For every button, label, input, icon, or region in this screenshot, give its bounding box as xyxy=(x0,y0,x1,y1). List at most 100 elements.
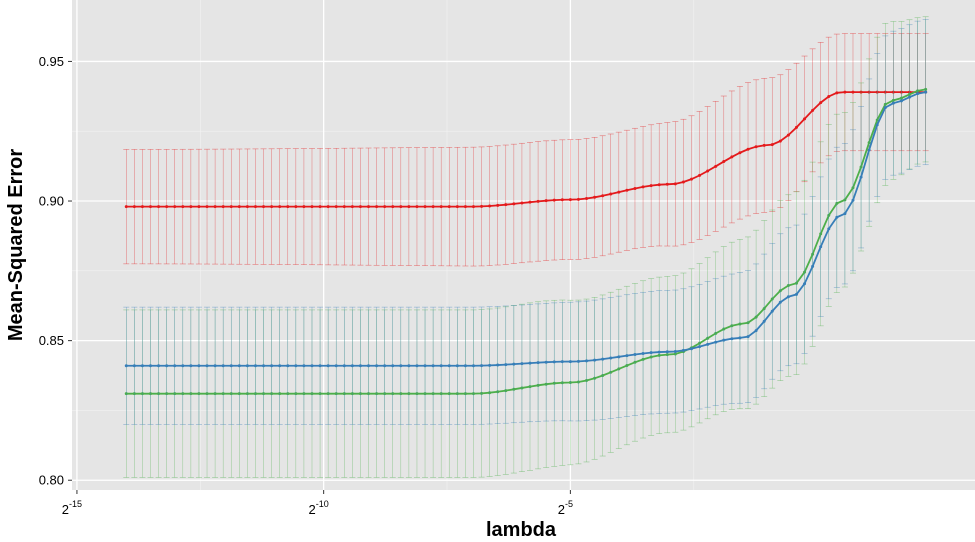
data-point xyxy=(334,205,338,209)
data-point xyxy=(762,143,766,147)
y-tick-label: 0.80 xyxy=(39,473,64,488)
data-point xyxy=(270,205,274,209)
data-point xyxy=(318,205,322,209)
data-point xyxy=(439,205,443,209)
data-point xyxy=(415,364,419,368)
data-point xyxy=(471,205,475,209)
data-point xyxy=(213,205,217,209)
data-point xyxy=(762,319,766,323)
data-point xyxy=(891,101,895,105)
data-point xyxy=(213,364,217,368)
data-point xyxy=(391,205,395,209)
data-point xyxy=(738,336,742,340)
y-tick-label: 0.85 xyxy=(39,333,64,348)
data-point xyxy=(681,348,685,352)
data-point xyxy=(278,364,282,368)
data-point xyxy=(576,359,580,363)
data-point xyxy=(245,364,249,368)
data-point xyxy=(253,364,257,368)
data-point xyxy=(334,364,338,368)
data-point xyxy=(132,205,136,209)
data-point xyxy=(504,363,508,367)
data-point xyxy=(625,188,629,192)
data-point xyxy=(375,205,379,209)
data-point xyxy=(237,205,241,209)
data-point xyxy=(617,190,621,194)
data-point xyxy=(835,215,839,219)
data-point xyxy=(649,351,653,355)
data-point xyxy=(770,309,774,313)
data-point xyxy=(657,350,661,354)
data-point xyxy=(480,204,484,208)
data-point xyxy=(924,90,928,94)
data-point xyxy=(819,101,823,105)
data-point xyxy=(778,139,782,143)
data-point xyxy=(794,125,798,129)
data-point xyxy=(633,187,637,191)
data-point xyxy=(665,182,669,186)
data-point xyxy=(512,202,516,206)
data-point xyxy=(617,355,621,359)
data-point xyxy=(157,364,161,368)
y-tick-label: 0.95 xyxy=(39,54,64,69)
data-point xyxy=(867,148,871,152)
data-point xyxy=(560,198,564,202)
axes-layer: 2-15 2-10 2-5 0.80 0.85 0.90 0.95 xyxy=(39,54,573,517)
data-point xyxy=(205,205,209,209)
data-point xyxy=(221,205,225,209)
x-tick-label: 2-15 xyxy=(62,499,82,517)
series-layer xyxy=(123,16,929,478)
data-point xyxy=(657,183,661,187)
data-point xyxy=(714,340,718,344)
data-point xyxy=(738,151,742,155)
data-point xyxy=(803,117,807,121)
data-point xyxy=(262,364,266,368)
data-point xyxy=(367,364,371,368)
data-point xyxy=(124,364,128,368)
data-point xyxy=(350,364,354,368)
data-point xyxy=(447,364,451,368)
data-point xyxy=(165,364,169,368)
data-point xyxy=(536,361,540,365)
data-point xyxy=(358,364,362,368)
data-point xyxy=(827,94,831,98)
data-point xyxy=(310,364,314,368)
data-point xyxy=(496,363,500,367)
data-point xyxy=(819,245,823,249)
data-point xyxy=(294,364,298,368)
data-point xyxy=(827,227,831,231)
data-point xyxy=(641,185,645,189)
data-point xyxy=(916,92,920,96)
data-point xyxy=(407,364,411,368)
data-point xyxy=(294,205,298,209)
data-point xyxy=(778,300,782,304)
data-point xyxy=(520,362,524,366)
data-point xyxy=(899,99,903,103)
data-point xyxy=(851,198,855,202)
data-point xyxy=(278,205,282,209)
data-point xyxy=(302,205,306,209)
data-point xyxy=(585,197,589,201)
data-point xyxy=(794,292,798,296)
data-point xyxy=(746,147,750,151)
data-point xyxy=(520,201,524,205)
data-point xyxy=(399,364,403,368)
data-point xyxy=(714,164,718,168)
series-line xyxy=(126,91,926,208)
data-point xyxy=(488,204,492,208)
data-point xyxy=(544,360,548,364)
data-point xyxy=(124,205,128,209)
data-point xyxy=(342,364,346,368)
data-point xyxy=(391,364,395,368)
data-point xyxy=(415,205,419,209)
data-point xyxy=(544,199,548,203)
data-point xyxy=(399,205,403,209)
data-point xyxy=(673,350,677,354)
x-axis-title: lambda xyxy=(486,519,557,541)
data-point xyxy=(286,205,290,209)
data-point xyxy=(883,106,887,110)
data-point xyxy=(173,205,177,209)
data-point xyxy=(326,364,330,368)
data-point xyxy=(770,143,774,147)
